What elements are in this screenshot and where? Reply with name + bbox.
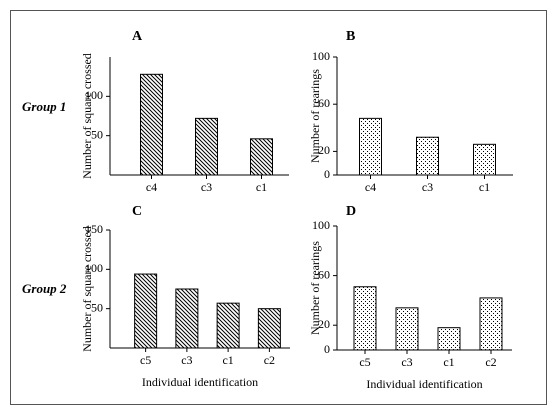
x-tick-label: c3 — [401, 355, 412, 369]
y-tick-label: 20 — [318, 143, 330, 157]
bar — [416, 136, 439, 176]
y-tick-label: 0 — [324, 167, 330, 181]
x-tick-label: c2 — [264, 353, 275, 367]
y-tick-label: 100 — [312, 218, 330, 232]
x-axis-label: Individual identification — [142, 375, 258, 389]
x-tick-label: c1 — [222, 353, 233, 367]
y-tick-label: 60 — [318, 96, 330, 110]
bar — [175, 288, 199, 349]
bar — [359, 117, 382, 176]
x-tick-label: c5 — [140, 353, 151, 367]
group-label: Group 1 — [22, 99, 66, 114]
y-tick-label: 100 — [85, 261, 103, 275]
bar — [473, 143, 496, 176]
x-tick-label: c3 — [201, 180, 212, 194]
bar — [140, 73, 163, 176]
bar — [250, 138, 273, 176]
bar — [257, 308, 281, 349]
bar — [216, 302, 240, 349]
y-tick-label: 50 — [91, 127, 103, 141]
bar — [353, 286, 377, 351]
x-axis-label: Individual identification — [366, 377, 482, 391]
panel-title: D — [346, 204, 356, 219]
y-tick-label: 0 — [324, 342, 330, 356]
x-tick-label: c5 — [359, 355, 370, 369]
group-label: Group 2 — [22, 281, 67, 296]
bar — [437, 327, 461, 351]
y-tick-label: 20 — [318, 317, 330, 331]
y-axis-label: Number of square crossed — [80, 53, 94, 179]
bar — [395, 307, 419, 351]
y-axis-label: Number of rearings — [308, 69, 322, 163]
x-tick-label: c4 — [146, 180, 157, 194]
bar — [479, 297, 503, 351]
panel-title: B — [346, 29, 355, 44]
frame — [10, 10, 547, 405]
panel-title: A — [132, 29, 143, 44]
x-tick-label: c1 — [443, 355, 454, 369]
y-tick-label: 60 — [318, 267, 330, 281]
x-tick-label: c3 — [422, 180, 433, 194]
x-tick-label: c3 — [181, 353, 192, 367]
y-tick-label: 100 — [85, 88, 103, 102]
y-tick-label: 150 — [85, 222, 103, 236]
y-axis-label: Number of square crossed — [80, 226, 94, 352]
x-tick-label: c1 — [256, 180, 267, 194]
bar — [195, 117, 218, 176]
y-tick-label: 100 — [312, 49, 330, 63]
x-tick-label: c2 — [485, 355, 496, 369]
x-tick-label: c4 — [365, 180, 376, 194]
y-tick-label: 50 — [91, 300, 103, 314]
bar — [134, 273, 158, 349]
panel-title: C — [132, 204, 142, 219]
x-tick-label: c1 — [479, 180, 490, 194]
y-axis-label: Number of rearings — [308, 241, 322, 335]
